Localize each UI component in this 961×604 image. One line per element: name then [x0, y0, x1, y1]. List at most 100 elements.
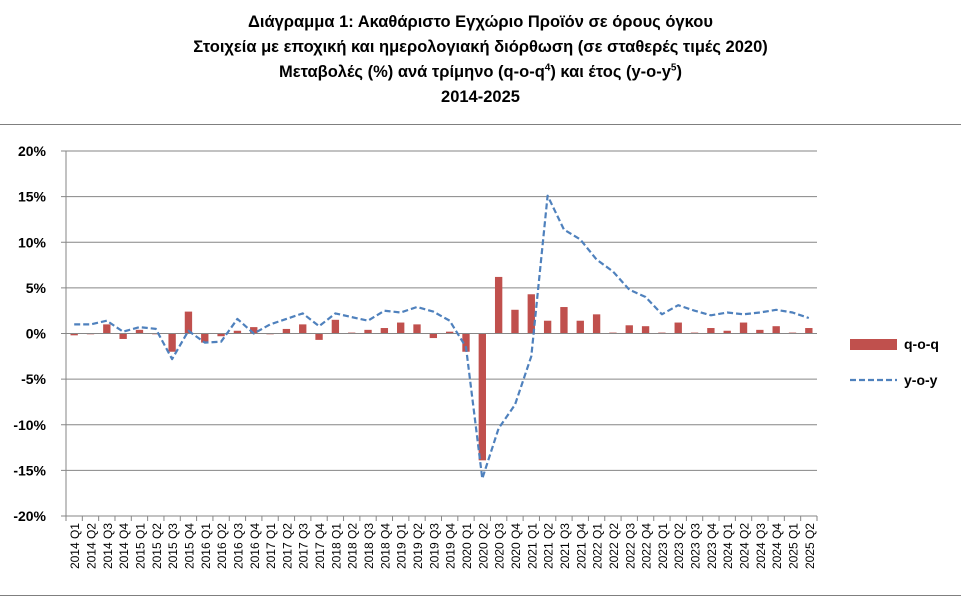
y-tick-label: 5% — [26, 280, 47, 296]
bar — [772, 326, 780, 334]
chart-subtitle-measure: Μεταβολές (%) ανά τρίμηνο (q-o-q4) και έ… — [0, 60, 961, 85]
chart-period: 2014-2025 — [441, 88, 520, 106]
legend-label-q-o-q: q-o-q — [904, 336, 939, 352]
bar — [282, 328, 291, 334]
bar — [70, 333, 78, 336]
x-tick-label: 2019 Q1 — [395, 523, 409, 569]
bar — [511, 309, 519, 334]
y-tick-label: -5% — [21, 371, 46, 387]
x-tick-label: 2017 Q3 — [297, 523, 311, 569]
y-tick-label: -15% — [13, 462, 46, 478]
x-tick-label: 2014 Q3 — [101, 523, 115, 569]
x-tick-label: 2014 Q4 — [117, 523, 131, 569]
x-tick-label: 2022 Q2 — [607, 523, 621, 569]
legend-swatch-q-o-q — [850, 339, 897, 350]
x-tick-label: 2018 Q3 — [362, 523, 376, 569]
x-axis-ticks: 2014 Q1 2014 Q2 2014 Q3 2014 Q4 2015 Q1 2015 … — [68, 523, 817, 569]
y-axis-ticks: -20% -15% -10% -5% 0% 5% 10% 15% 20% — [13, 143, 46, 524]
bar — [723, 330, 731, 334]
x-tick-label: 2016 Q1 — [199, 523, 213, 569]
x-tick-label: 2020 Q2 — [476, 523, 490, 569]
x-tick-label: 2022 Q4 — [640, 523, 654, 569]
bar — [462, 333, 470, 352]
x-tick-label: 2023 Q1 — [656, 523, 670, 569]
x-tick-label: 2021 Q4 — [574, 523, 588, 569]
legend-label-y-o-y: y-o-y — [904, 372, 938, 388]
bar — [217, 333, 225, 337]
bar — [592, 314, 601, 334]
measure-text-c: ) — [676, 63, 682, 81]
bar — [494, 276, 503, 334]
x-tick-label: 2020 Q3 — [493, 523, 507, 569]
x-tick-label: 2023 Q3 — [689, 523, 703, 569]
bar — [119, 333, 127, 339]
bottom-rule — [0, 595, 961, 596]
bar — [201, 333, 209, 343]
x-tick-label: 2022 Q3 — [623, 523, 637, 569]
x-tick-label: 2015 Q3 — [166, 523, 180, 569]
bar — [625, 325, 633, 334]
y-tick-label: 15% — [18, 189, 47, 205]
y-tick-label: 10% — [18, 234, 47, 250]
bar — [560, 307, 568, 334]
y-tick-label: 20% — [18, 143, 47, 159]
bar-series-q-o-q — [70, 276, 813, 461]
bar — [397, 322, 405, 334]
bar — [805, 328, 813, 334]
measure-text-b: ) και έτος (y-o-y — [550, 63, 671, 81]
x-tick-label: 2020 Q1 — [460, 523, 474, 569]
x-tick-label: 2019 Q2 — [411, 523, 425, 569]
x-tick-label: 2024 Q4 — [770, 523, 784, 569]
x-tick-label: 2018 Q1 — [329, 523, 343, 569]
x-tick-label: 2021 Q1 — [525, 523, 539, 569]
x-tick-label: 2024 Q3 — [754, 523, 768, 569]
y-tick-label: -20% — [13, 508, 46, 524]
x-tick-label: 2014 Q1 — [68, 523, 82, 569]
chart-subtitle: Στοιχεία με εποχική και ημερολογιακή διό… — [193, 38, 768, 56]
x-tick-label: 2014 Q2 — [84, 523, 98, 569]
bar — [739, 322, 748, 334]
bar — [364, 329, 372, 334]
bar — [135, 329, 144, 334]
measure-text-a: Μεταβολές (%) ανά τρίμηνο (q-o-q — [279, 63, 545, 81]
x-tick-label: 2025 Q1 — [787, 523, 801, 569]
x-tick-label: 2024 Q1 — [721, 523, 735, 569]
x-tick-label: 2024 Q2 — [738, 523, 752, 569]
x-tick-label: 2020 Q4 — [509, 523, 523, 569]
bar — [168, 333, 176, 352]
bar — [543, 320, 552, 334]
bar — [413, 324, 421, 334]
y-tick-label: 0% — [26, 326, 47, 342]
y-o-y-line — [74, 194, 810, 480]
bar — [250, 327, 258, 334]
x-tick-label: 2015 Q2 — [150, 523, 164, 569]
bar — [478, 333, 486, 461]
x-tick-label: 2025 Q2 — [803, 523, 817, 569]
bar — [299, 324, 307, 334]
bar — [641, 326, 650, 334]
footnote-ref-4: 4 — [544, 62, 551, 74]
x-tick-label: 2022 Q1 — [591, 523, 605, 569]
legend: q-o-q y-o-y — [850, 336, 939, 388]
footnote-ref-5: 5 — [670, 62, 677, 74]
x-tick-label: 2015 Q4 — [182, 523, 196, 569]
top-rule — [0, 124, 961, 125]
bar — [103, 324, 111, 334]
line-series-y-o-y — [74, 194, 810, 480]
bar — [184, 311, 193, 334]
bar — [233, 330, 242, 334]
x-tick-label: 2019 Q4 — [444, 523, 458, 569]
bar — [380, 328, 389, 334]
x-tick-label: 2021 Q2 — [542, 523, 556, 569]
bar — [756, 329, 764, 334]
x-tick-label: 2017 Q4 — [313, 523, 327, 569]
bar — [674, 322, 682, 334]
x-tick-label: 2018 Q4 — [378, 523, 392, 569]
x-tick-label: 2018 Q2 — [346, 523, 360, 569]
y-tick-label: -10% — [13, 417, 46, 433]
x-tick-label: 2017 Q2 — [280, 523, 294, 569]
chart-title-block: Διάγραμμα 1: Ακαθάριστο Εγχώριο Προϊόν σ… — [0, 10, 961, 110]
x-tick-label: 2016 Q2 — [215, 523, 229, 569]
x-tick-label: 2023 Q2 — [672, 523, 686, 569]
